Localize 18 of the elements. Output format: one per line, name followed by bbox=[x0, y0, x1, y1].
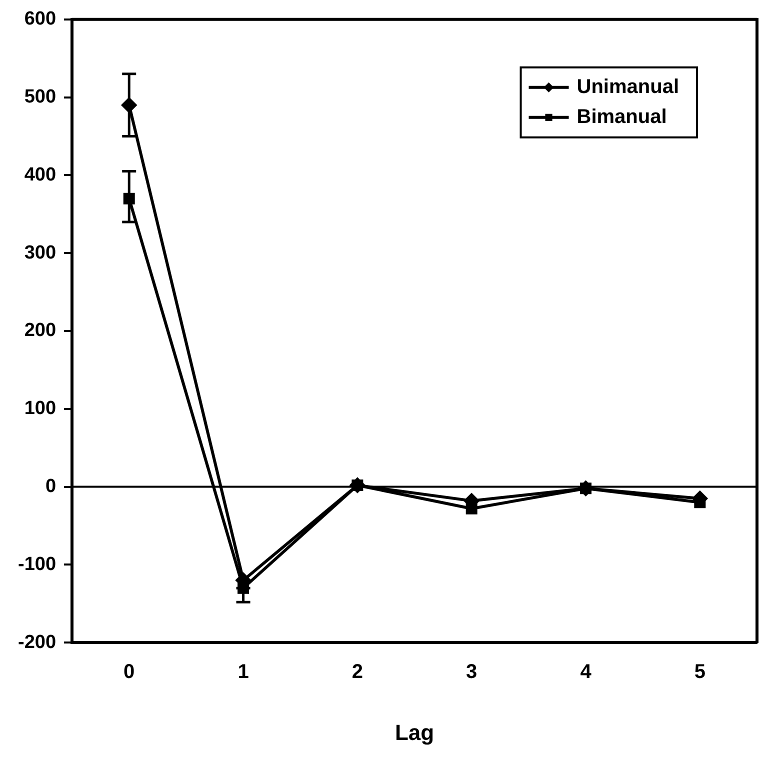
x-tick-label: 0 bbox=[124, 661, 135, 684]
x-tick-label: 2 bbox=[352, 661, 363, 684]
x-tick-label: 5 bbox=[694, 661, 706, 684]
y-tick-label: 200 bbox=[24, 320, 56, 342]
y-tick-label: -200 bbox=[18, 632, 56, 653]
x-tick-label: 1 bbox=[238, 661, 249, 684]
y-tick-label: 0 bbox=[45, 476, 56, 498]
legend-label: Bimanual bbox=[576, 106, 667, 128]
y-tick-label: -100 bbox=[18, 554, 56, 575]
x-axis-title: Lag bbox=[394, 720, 434, 745]
y-tick-label: 400 bbox=[24, 164, 56, 186]
y-tick-label: 600 bbox=[24, 8, 56, 30]
x-tick-label: 4 bbox=[580, 661, 592, 684]
y-tick-label: 500 bbox=[24, 86, 56, 108]
y-tick-label: 100 bbox=[24, 398, 56, 420]
legend-label: Unimanual bbox=[576, 76, 680, 98]
y-tick-label: 300 bbox=[24, 242, 56, 264]
x-tick-label: 3 bbox=[466, 661, 478, 684]
